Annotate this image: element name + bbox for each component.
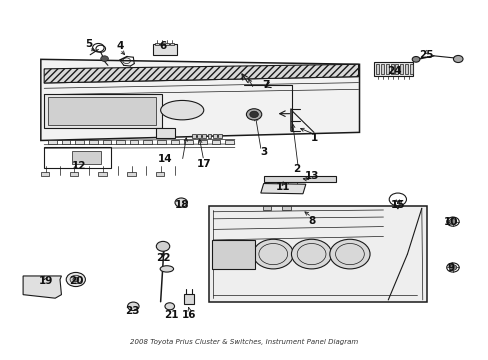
Circle shape: [246, 109, 261, 120]
Text: 10: 10: [443, 217, 457, 227]
Text: 25: 25: [419, 50, 433, 60]
Bar: [395, 64, 398, 74]
Circle shape: [175, 198, 187, 207]
Circle shape: [411, 57, 419, 62]
Polygon shape: [23, 276, 61, 298]
Bar: [191, 134, 195, 138]
Bar: [170, 140, 179, 144]
Polygon shape: [260, 184, 305, 194]
Bar: [48, 97, 156, 125]
Text: 2: 2: [293, 165, 300, 174]
Bar: [169, 43, 173, 45]
Circle shape: [291, 239, 331, 269]
Text: 21: 21: [164, 310, 179, 320]
Bar: [208, 207, 426, 302]
Bar: [72, 151, 101, 164]
Bar: [116, 140, 124, 144]
Circle shape: [329, 239, 369, 269]
Circle shape: [70, 275, 81, 284]
Text: 20: 20: [69, 275, 84, 285]
Text: 12: 12: [72, 161, 86, 171]
Bar: [44, 94, 161, 128]
Bar: [143, 140, 152, 144]
Bar: [48, 140, 57, 144]
Circle shape: [127, 302, 139, 311]
Bar: [404, 64, 407, 74]
Text: 5: 5: [85, 39, 92, 49]
Bar: [198, 140, 206, 144]
Bar: [380, 64, 383, 74]
Text: 15: 15: [390, 200, 404, 210]
Bar: [376, 64, 378, 74]
Bar: [390, 64, 393, 74]
Text: 2008 Toyota Prius Cluster & Switches, Instrument Panel Diagram: 2008 Toyota Prius Cluster & Switches, In…: [130, 339, 358, 345]
Bar: [89, 140, 98, 144]
Bar: [197, 134, 201, 138]
Text: 18: 18: [175, 200, 189, 210]
Bar: [69, 171, 78, 176]
Circle shape: [253, 239, 293, 269]
Text: 13: 13: [304, 171, 318, 181]
Bar: [409, 64, 412, 74]
Bar: [399, 64, 402, 74]
Bar: [160, 43, 163, 45]
Bar: [211, 140, 220, 144]
Text: 9: 9: [446, 263, 453, 273]
Text: 11: 11: [275, 182, 289, 192]
Bar: [156, 129, 175, 138]
Bar: [98, 171, 107, 176]
Bar: [184, 140, 193, 144]
Text: 3: 3: [260, 147, 267, 157]
Circle shape: [66, 273, 85, 287]
Circle shape: [448, 219, 456, 224]
Bar: [373, 62, 412, 76]
Circle shape: [73, 277, 79, 282]
Circle shape: [448, 265, 456, 270]
Circle shape: [101, 56, 108, 62]
Text: 4: 4: [116, 41, 123, 51]
Text: 17: 17: [196, 159, 211, 169]
Bar: [75, 140, 84, 144]
Bar: [102, 140, 111, 144]
Bar: [44, 147, 111, 168]
Bar: [41, 171, 49, 176]
Circle shape: [452, 55, 462, 63]
Bar: [207, 134, 211, 138]
Bar: [281, 206, 290, 210]
Bar: [127, 171, 136, 176]
Bar: [183, 294, 194, 304]
Text: 22: 22: [156, 253, 170, 263]
Bar: [385, 64, 388, 74]
Circle shape: [249, 111, 258, 118]
Ellipse shape: [160, 100, 203, 120]
Bar: [225, 140, 233, 144]
Bar: [153, 44, 177, 55]
Text: 1: 1: [310, 133, 317, 143]
Text: 24: 24: [386, 66, 401, 76]
Bar: [164, 43, 168, 45]
Text: 16: 16: [182, 310, 196, 320]
Bar: [156, 171, 164, 176]
Bar: [61, 140, 70, 144]
Bar: [157, 140, 165, 144]
Text: 8: 8: [307, 216, 315, 226]
Ellipse shape: [160, 266, 173, 272]
Bar: [262, 206, 271, 210]
Bar: [212, 134, 216, 138]
Bar: [155, 43, 159, 45]
Bar: [202, 134, 206, 138]
Polygon shape: [44, 64, 358, 83]
Text: 7: 7: [262, 80, 269, 90]
Polygon shape: [41, 59, 359, 140]
Text: 23: 23: [124, 306, 139, 315]
Bar: [130, 140, 138, 144]
Text: 14: 14: [158, 154, 172, 164]
Bar: [211, 240, 255, 269]
Circle shape: [156, 242, 169, 251]
Text: 19: 19: [39, 275, 53, 285]
Bar: [218, 134, 222, 138]
Bar: [263, 176, 335, 182]
Circle shape: [164, 303, 174, 310]
Text: 6: 6: [159, 41, 166, 51]
